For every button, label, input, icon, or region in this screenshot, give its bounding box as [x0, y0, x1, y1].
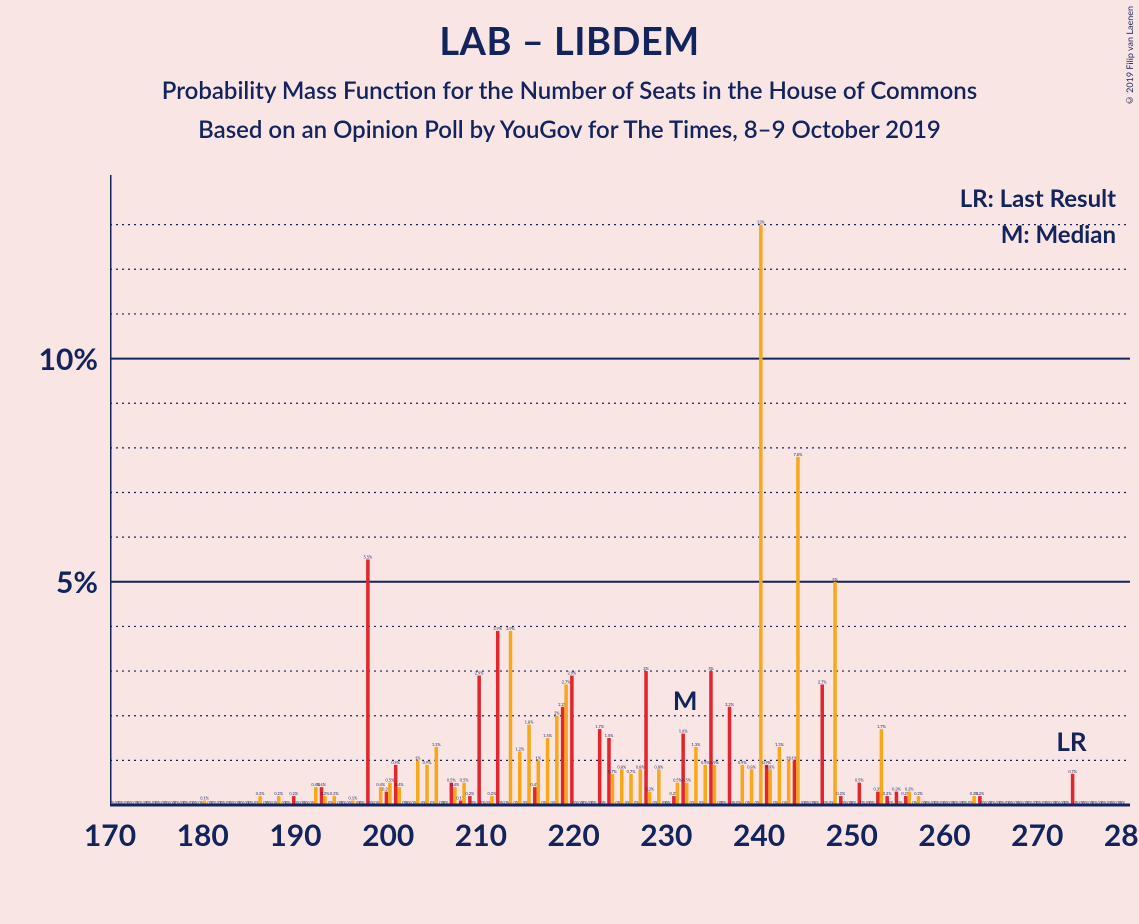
chart-area: 0%0%0%0%0%0%0%0%0%0%0%0%0%0%0%0%0%0%0%0%…: [110, 175, 1130, 835]
svg-text:0.9%: 0.9%: [710, 760, 720, 765]
x-tick-label: 270: [1011, 817, 1063, 853]
svg-text:1.3%: 1.3%: [692, 742, 702, 747]
svg-text:3%: 3%: [643, 666, 649, 671]
svg-text:2.9%: 2.9%: [475, 671, 485, 676]
svg-text:0.3%: 0.3%: [905, 787, 915, 792]
legend-lr: LR: Last Result: [960, 181, 1116, 217]
svg-text:0.2%: 0.2%: [836, 791, 846, 796]
svg-text:1.7%: 1.7%: [595, 724, 605, 729]
x-tick-label: 250: [826, 817, 878, 853]
x-tick-label: 260: [918, 817, 970, 853]
title-block: LAB – LIBDEM Probability Mass Function f…: [0, 0, 1139, 144]
svg-text:1.2%: 1.2%: [515, 746, 525, 751]
svg-text:0.7%: 0.7%: [627, 769, 637, 774]
svg-text:0.8%: 0.8%: [654, 764, 664, 769]
svg-text:0.7%: 0.7%: [608, 769, 618, 774]
svg-text:3.9%: 3.9%: [493, 626, 503, 631]
x-tick-label: 210: [455, 817, 507, 853]
svg-text:0.2%: 0.2%: [883, 791, 893, 796]
legend: LR: Last Result M: Median: [960, 181, 1116, 253]
svg-text:1.6%: 1.6%: [679, 729, 689, 734]
last-result-marker: LR: [1056, 725, 1086, 757]
svg-text:2%: 2%: [554, 711, 560, 716]
svg-text:0.5%: 0.5%: [386, 778, 396, 783]
svg-text:7.8%: 7.8%: [794, 452, 804, 457]
svg-text:0.4%: 0.4%: [317, 782, 327, 787]
copyright-text: © 2019 Filip van Laenen: [1124, 6, 1135, 106]
svg-text:1.7%: 1.7%: [877, 724, 887, 729]
median-marker: M: [673, 684, 698, 716]
x-tick-label: 220: [548, 817, 600, 853]
svg-text:0.8%: 0.8%: [636, 764, 646, 769]
svg-text:3%: 3%: [708, 666, 714, 671]
svg-text:13%: 13%: [757, 220, 766, 225]
svg-text:2.2%: 2.2%: [725, 702, 735, 707]
svg-text:0.2%: 0.2%: [914, 791, 924, 796]
svg-text:0.9%: 0.9%: [738, 760, 748, 765]
svg-text:2.7%: 2.7%: [818, 679, 828, 684]
chart-title: LAB – LIBDEM: [0, 18, 1139, 64]
svg-text:0.2%: 0.2%: [465, 791, 475, 796]
svg-text:2.9%: 2.9%: [567, 671, 577, 676]
svg-text:1%: 1%: [536, 755, 542, 760]
svg-text:1.5%: 1.5%: [605, 733, 615, 738]
svg-text:0.4%: 0.4%: [395, 782, 405, 787]
svg-text:1.3%: 1.3%: [775, 742, 785, 747]
legend-m: M: Median: [960, 217, 1116, 253]
svg-text:1.5%: 1.5%: [543, 733, 553, 738]
svg-text:0.8%: 0.8%: [766, 764, 776, 769]
x-tick-label: 170: [84, 817, 136, 853]
svg-text:0.9%: 0.9%: [391, 760, 401, 765]
svg-text:0.2%: 0.2%: [321, 791, 331, 796]
svg-text:0.5%: 0.5%: [673, 778, 683, 783]
svg-text:0.7%: 0.7%: [1068, 769, 1078, 774]
y-tick-label: 10%: [39, 341, 98, 377]
x-tick-label: 200: [362, 817, 414, 853]
x-tick-label: 180: [177, 817, 229, 853]
chart-subtitle-1: Probability Mass Function for the Number…: [0, 76, 1139, 105]
svg-text:1.3%: 1.3%: [432, 742, 442, 747]
y-tick-label: 5%: [56, 564, 98, 600]
svg-text:0.2%: 0.2%: [330, 791, 340, 796]
svg-text:0.9%: 0.9%: [423, 760, 433, 765]
svg-text:0.8%: 0.8%: [617, 764, 627, 769]
svg-text:0.2%: 0.2%: [488, 791, 498, 796]
x-tick-label: 280: [1104, 817, 1139, 853]
chart-subtitle-2: Based on an Opinion Poll by YouGov for T…: [0, 115, 1139, 144]
svg-text:0.5%: 0.5%: [460, 778, 470, 783]
x-tick-label: 240: [733, 817, 785, 853]
svg-text:2.7%: 2.7%: [562, 679, 572, 684]
svg-text:1.8%: 1.8%: [525, 720, 535, 725]
svg-text:0.3%: 0.3%: [892, 787, 902, 792]
svg-text:0.2%: 0.2%: [274, 791, 284, 796]
svg-text:5.5%: 5.5%: [363, 554, 373, 559]
svg-text:0.2%: 0.2%: [289, 791, 299, 796]
svg-text:0.9%: 0.9%: [701, 760, 711, 765]
svg-text:3.9%: 3.9%: [506, 626, 516, 631]
svg-text:5%: 5%: [832, 577, 838, 582]
chart-svg: 0%0%0%0%0%0%0%0%0%0%0%0%0%0%0%0%0%0%0%0%…: [110, 175, 1130, 835]
svg-text:1%: 1%: [415, 755, 421, 760]
svg-text:0.4%: 0.4%: [450, 782, 460, 787]
svg-text:0.5%: 0.5%: [682, 778, 692, 783]
x-tick-label: 230: [640, 817, 692, 853]
svg-text:0.3%: 0.3%: [645, 787, 655, 792]
x-tick-label: 190: [269, 817, 321, 853]
svg-text:0.5%: 0.5%: [855, 778, 865, 783]
svg-text:0.2%: 0.2%: [975, 791, 985, 796]
svg-text:0.2%: 0.2%: [256, 791, 266, 796]
svg-text:0.8%: 0.8%: [747, 764, 757, 769]
